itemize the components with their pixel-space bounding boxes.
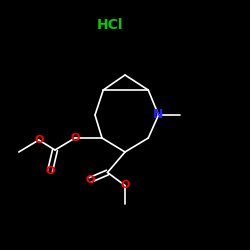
Text: O: O	[120, 180, 130, 190]
Text: N: N	[153, 108, 164, 122]
Text: HCl: HCl	[97, 18, 123, 32]
Text: O: O	[34, 135, 43, 145]
Text: O: O	[45, 166, 55, 176]
Text: O: O	[70, 133, 80, 143]
Text: O: O	[85, 175, 95, 185]
